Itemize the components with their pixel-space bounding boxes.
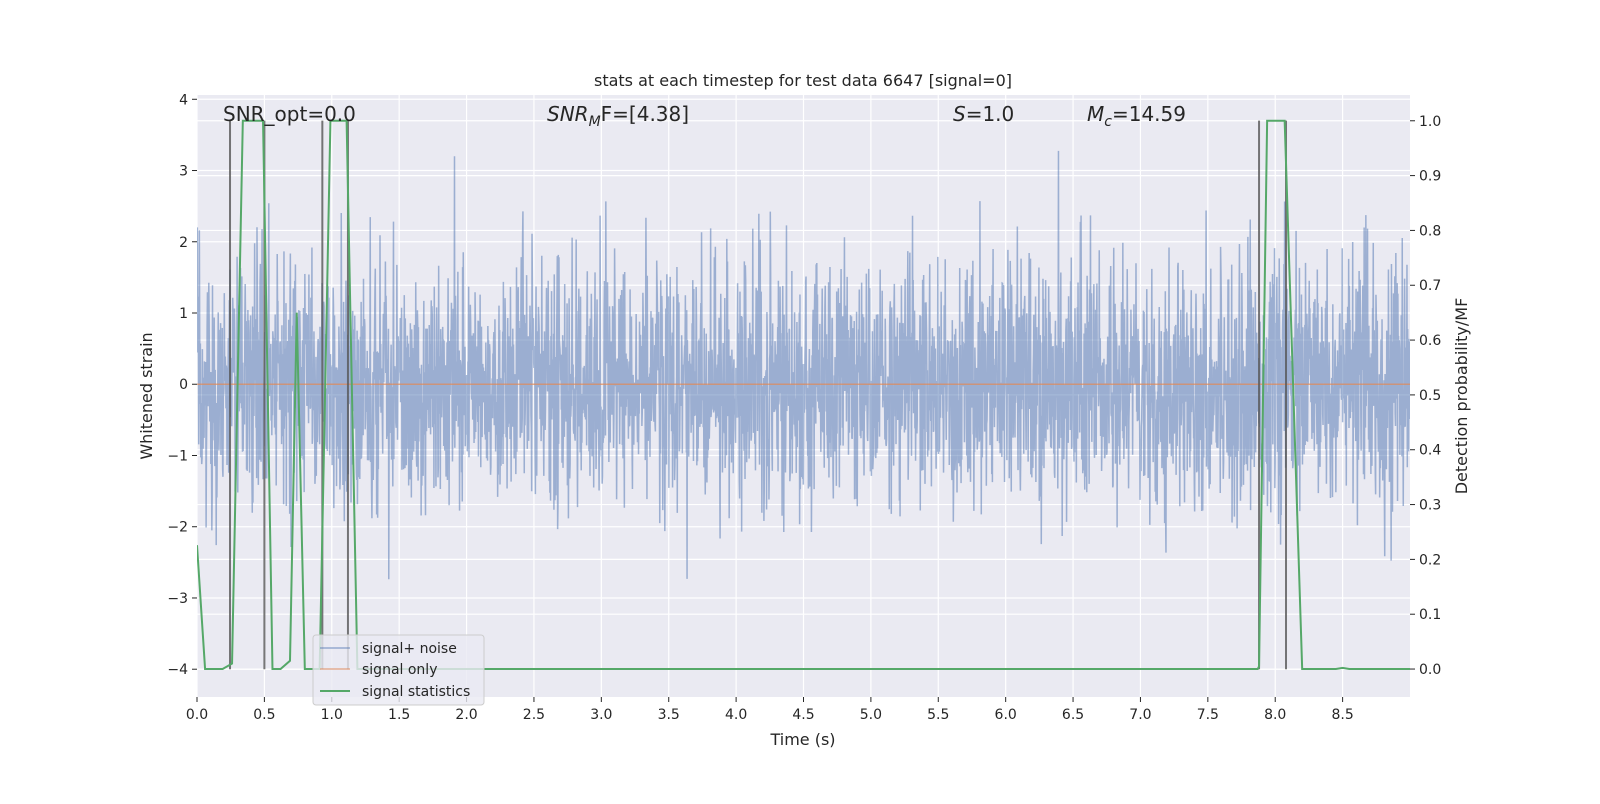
y-tick-label: −3 (167, 591, 188, 607)
annotation-snr-opt: SNR_opt=0.0 (223, 102, 356, 126)
y2-tick-label: 0.3 (1419, 498, 1441, 514)
y2-tick-label: 0.2 (1419, 552, 1441, 568)
x-tick-label: 7.5 (1197, 707, 1219, 723)
snr-mf-main: SNR (547, 102, 589, 126)
snr-mf-rest: F=[4.38] (601, 102, 689, 126)
y-tick-label: −4 (167, 662, 188, 678)
y2-tick-label: 0.6 (1419, 333, 1441, 349)
y2-axis-label: Detection probability/MF (1452, 298, 1471, 495)
y2-tick-label: 1.0 (1419, 114, 1441, 130)
s-value: =1.0 (966, 102, 1015, 126)
y2-tick-label: 0.4 (1419, 443, 1441, 459)
x-tick-label: 7.0 (1129, 707, 1151, 723)
x-tick-label: 5.5 (927, 707, 949, 723)
s-symbol: S (953, 102, 966, 126)
y2-tick-label: 0.5 (1419, 388, 1441, 404)
x-tick-label: 2.5 (523, 707, 545, 723)
x-tick-label: 2.0 (455, 707, 477, 723)
x-tick-label: 4.5 (792, 707, 814, 723)
y2-tick-label: 0.7 (1419, 278, 1441, 294)
legend: signal+ noise signal only signal statist… (313, 635, 484, 705)
legend-label-signal-only: signal only (362, 662, 437, 678)
y-tick-label: −1 (167, 448, 188, 464)
x-tick-label: 1.5 (388, 707, 410, 723)
y-tick-label: 3 (179, 164, 188, 180)
y-tick-label: 1 (179, 306, 188, 322)
y2-tick-label: 0.1 (1419, 607, 1441, 623)
chart-title: stats at each timestep for test data 664… (594, 71, 1012, 90)
legend-label-signal-statistics: signal statistics (362, 684, 470, 700)
y2-tick-label: 0.9 (1419, 169, 1441, 185)
mc-symbol: M (1087, 102, 1104, 126)
x-tick-label: 6.5 (1062, 707, 1084, 723)
y-tick-label: 4 (179, 92, 188, 108)
x-tick-label: 8.0 (1264, 707, 1286, 723)
snr-mf-sub: M (589, 114, 601, 130)
x-tick-label: 3.5 (658, 707, 680, 723)
x-axis-label: Time (s) (769, 730, 835, 749)
x-tick-label: 4.0 (725, 707, 747, 723)
mc-value: =14.59 (1112, 102, 1186, 126)
x-tick-label: 1.0 (321, 707, 343, 723)
annotation-s: S=1.0 (953, 102, 1014, 126)
y-tick-label: 2 (179, 235, 188, 251)
x-tick-label: 3.0 (590, 707, 612, 723)
annotation-snr-mf: SNRMF=[4.38] (547, 102, 689, 130)
y-axis-label: Whitened strain (137, 332, 156, 459)
y-tick-label: 0 (179, 377, 188, 393)
x-tick-label: 0.5 (253, 707, 275, 723)
x-tick-label: 0.0 (186, 707, 208, 723)
y2-tick-label: 0.0 (1419, 662, 1441, 678)
legend-label-signal-noise: signal+ noise (362, 641, 457, 657)
y-tick-label: −2 (167, 520, 188, 536)
y2-tick-label: 0.8 (1419, 223, 1441, 239)
x-tick-label: 6.0 (995, 707, 1017, 723)
x-tick-label: 8.5 (1331, 707, 1353, 723)
x-tick-label: 5.0 (860, 707, 882, 723)
annotation-mc: Mc=14.59 (1087, 102, 1186, 130)
